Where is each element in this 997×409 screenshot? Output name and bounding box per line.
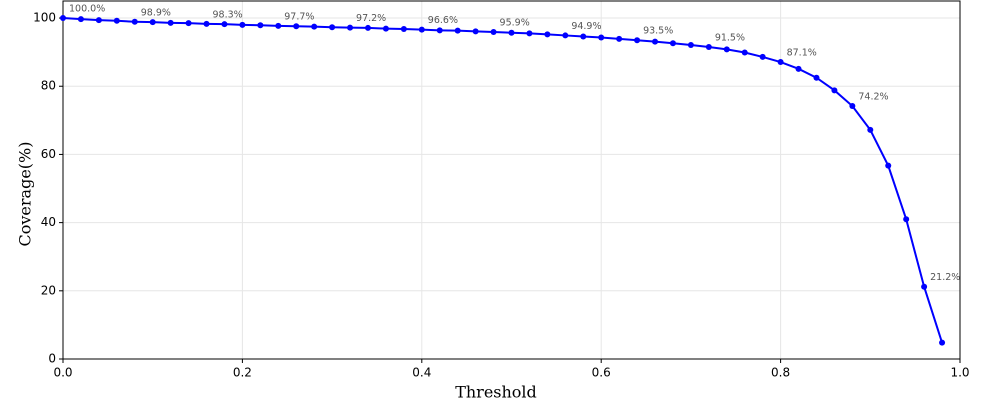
point xyxy=(275,22,282,29)
point xyxy=(903,216,910,223)
point xyxy=(113,17,120,24)
y-tick-label: 100 xyxy=(33,11,56,25)
y-tick-label: 80 xyxy=(41,79,56,93)
point xyxy=(95,17,102,24)
value-label: 91.5% xyxy=(715,33,745,44)
value-label: 93.5% xyxy=(643,26,673,37)
value-label: 21.2% xyxy=(930,272,960,283)
point xyxy=(885,162,892,169)
point xyxy=(60,15,66,22)
point xyxy=(669,40,676,47)
point xyxy=(705,44,712,51)
y-axis-title: Coverage(%) xyxy=(16,142,35,247)
y-tick-label: 40 xyxy=(41,215,56,229)
point xyxy=(311,23,318,30)
value-label: 98.9% xyxy=(141,7,171,18)
x-tick-label: 0.6 xyxy=(592,366,611,380)
point xyxy=(382,25,389,32)
point xyxy=(508,29,515,36)
point xyxy=(939,339,946,346)
x-tick-label: 0.4 xyxy=(412,366,431,380)
line xyxy=(62,17,944,343)
value-label: 98.3% xyxy=(213,9,243,20)
point xyxy=(239,21,246,28)
point xyxy=(436,27,443,34)
point xyxy=(257,22,264,29)
point xyxy=(149,19,156,26)
point xyxy=(418,26,425,33)
point xyxy=(454,27,461,34)
value-label: 100.0% xyxy=(69,4,105,15)
point xyxy=(293,23,300,30)
plot-frame xyxy=(62,0,961,360)
point xyxy=(867,126,874,133)
value-label: 96.6% xyxy=(428,15,458,26)
y-tick-label: 20 xyxy=(41,283,56,297)
point xyxy=(544,31,551,38)
value-label: 95.9% xyxy=(500,18,530,29)
point xyxy=(167,19,174,26)
point xyxy=(562,32,569,39)
point xyxy=(831,87,838,94)
point xyxy=(723,46,730,53)
point xyxy=(687,41,694,48)
point xyxy=(616,35,623,42)
x-tick-label: 0.8 xyxy=(771,366,790,380)
point xyxy=(849,103,856,110)
point xyxy=(347,24,354,31)
point xyxy=(203,20,210,27)
y-tick-label: 0 xyxy=(48,352,56,366)
x-tick-label: 0.2 xyxy=(233,366,252,380)
point xyxy=(634,37,641,44)
value-label: 97.7% xyxy=(284,11,314,22)
point xyxy=(185,20,192,27)
point xyxy=(741,49,748,56)
point xyxy=(795,65,802,72)
point xyxy=(131,18,138,25)
point xyxy=(526,30,533,37)
point xyxy=(472,28,479,35)
point xyxy=(364,24,371,31)
x-tick-label: 0.0 xyxy=(53,366,72,380)
point xyxy=(580,33,587,40)
point xyxy=(759,53,766,60)
point xyxy=(490,29,497,36)
value-label: 74.2% xyxy=(858,92,888,103)
point xyxy=(77,16,84,23)
value-label: 87.1% xyxy=(787,48,817,59)
point xyxy=(652,38,659,45)
x-tick-label: 1.0 xyxy=(950,366,969,380)
point xyxy=(921,283,928,290)
point xyxy=(813,74,820,81)
y-tick-label: 60 xyxy=(41,147,56,161)
point xyxy=(400,25,407,32)
point xyxy=(329,24,336,31)
point xyxy=(777,59,784,66)
value-label: 97.2% xyxy=(356,13,386,24)
value-label: 94.9% xyxy=(571,21,601,32)
point xyxy=(598,34,605,41)
point xyxy=(221,21,228,28)
x-axis-title: Threshold xyxy=(455,383,537,402)
